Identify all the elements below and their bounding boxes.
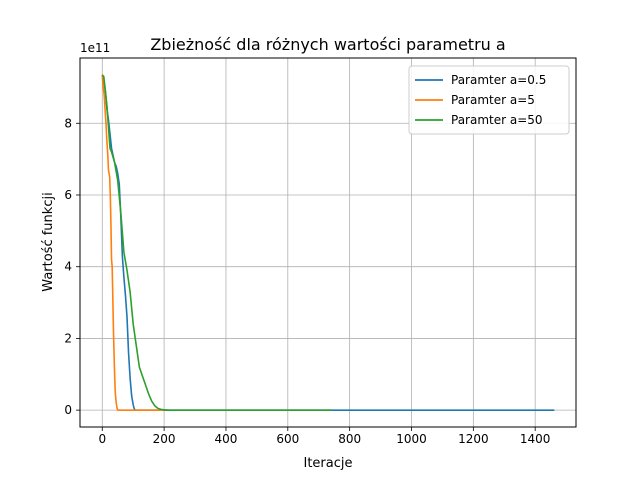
legend-box: [408, 65, 570, 135]
y-tick-label: 6: [64, 188, 72, 202]
legend-label-1: Paramter a=0.5: [451, 73, 546, 87]
plot-area-frame: [79, 57, 577, 428]
y-axis-label: Wartość funkcji: [41, 192, 56, 291]
y-axis-scale-offset: 1e11: [80, 41, 110, 55]
y-tick-label: 8: [64, 116, 72, 130]
x-tick-label: 1000: [396, 432, 427, 446]
x-tick-label: 600: [276, 432, 299, 446]
legend-label-2: Paramter a=5: [451, 93, 535, 107]
series-line-2: [101, 74, 165, 411]
x-tick-label: 400: [215, 432, 238, 446]
series-lines: [101, 74, 555, 411]
x-tick-label: 1200: [458, 432, 489, 446]
x-tick-label: 0: [98, 432, 106, 446]
chart-title: Zbieżność dla różnych wartości parametru…: [150, 35, 505, 54]
series-line-3: [101, 74, 332, 411]
x-tick-label: 800: [338, 432, 361, 446]
y-tick-label: 0: [64, 403, 72, 417]
y-tick-label: 4: [64, 260, 72, 274]
legend: Paramter a=0.5 Paramter a=5 Paramter a=50: [408, 65, 570, 135]
y-tick-label: 2: [64, 331, 72, 345]
x-tick-label: 1400: [520, 432, 551, 446]
axis-ticks: 0 200 400 600 800 1000 1200 1400 0 2 4 6 8: [64, 116, 550, 446]
x-tick-label: 200: [153, 432, 176, 446]
legend-label-3: Paramter a=50: [451, 113, 543, 127]
x-axis-label: Iteracje: [304, 456, 353, 471]
